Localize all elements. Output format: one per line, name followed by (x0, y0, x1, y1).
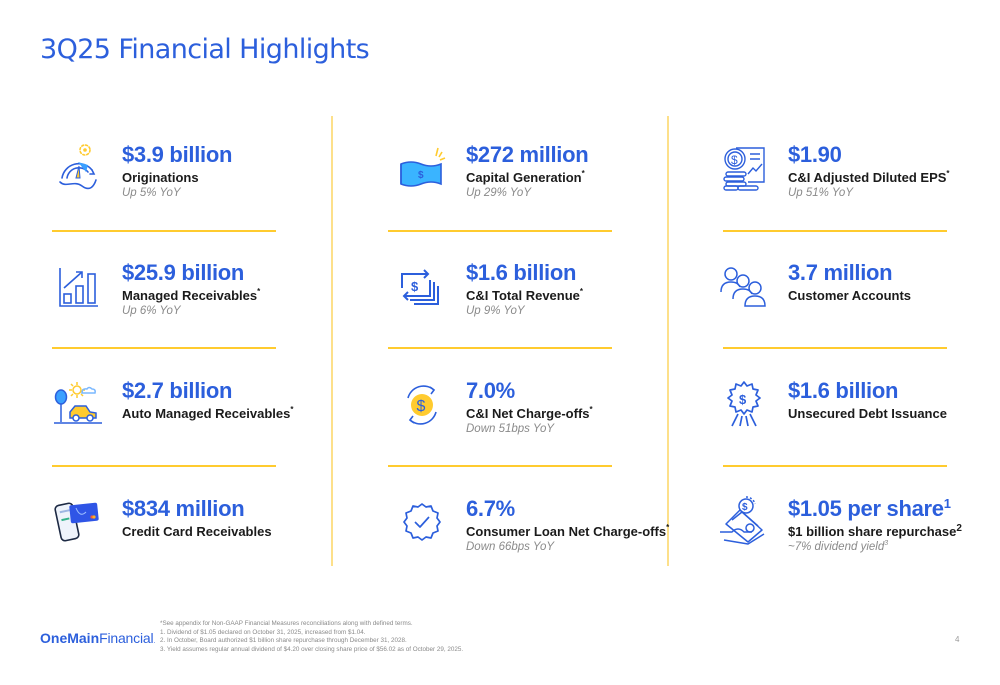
metric-dividend-per-share: $ $1.05 per share1 $1 billion share repu… (718, 496, 1000, 576)
row-separator (52, 465, 276, 467)
money-exchange-icon: $ (396, 260, 448, 312)
metric-value: $1.6 billion (466, 260, 577, 285)
metric-capital-generation: $ $272 million Capital Generation* Up 29… (396, 142, 716, 222)
bar-chart-growth-icon (52, 260, 104, 312)
footnotes: *See appendix for Non-GAAP Financial Mea… (160, 620, 463, 654)
row-separator (723, 230, 947, 232)
metric-label: Originations (122, 170, 199, 185)
svg-text:$: $ (742, 502, 748, 513)
metric-value: $834 million (122, 496, 245, 521)
coins-report-icon: $ (718, 142, 770, 194)
metric-change: Up 51% YoY (788, 187, 854, 199)
svg-text:$: $ (731, 153, 738, 167)
metric-value: $1.6 billion (788, 378, 899, 403)
svg-text:$: $ (417, 398, 426, 415)
metric-ci-net-charge-offs: $ 7.0% C&I Net Charge-offs* Down 51bps Y… (396, 378, 716, 458)
metric-value: $25.9 billion (122, 260, 245, 285)
row-separator (388, 465, 612, 467)
metric-label: $1 billion share repurchase2 (788, 523, 962, 540)
metric-credit-card-receivables: $834 million Credit Card Receivables (52, 496, 372, 576)
metric-value: $3.9 billion (122, 142, 233, 167)
column-divider (667, 116, 669, 566)
hand-money-icon: $ (718, 496, 770, 548)
row-separator (388, 347, 612, 349)
metric-value: 6.7% (466, 496, 515, 521)
svg-text:$: $ (411, 279, 419, 294)
credit-card-phone-icon (52, 496, 104, 548)
metric-change: Up 9% YoY (466, 305, 525, 317)
dollar-cycle-icon: $ (396, 378, 448, 430)
metric-total-revenue: $ $1.6 billion C&I Total Revenue* Up 9% … (396, 260, 716, 340)
metric-value: $1.05 per share1 (788, 496, 951, 521)
metric-customer-accounts: 3.7 million Customer Accounts (718, 260, 1000, 340)
metric-label: Customer Accounts (788, 288, 912, 303)
metric-label: Managed Receivables* (122, 287, 261, 304)
metric-managed-receivables: $25.9 billion Managed Receivables* Up 6%… (52, 260, 372, 340)
column-divider (331, 116, 333, 566)
banknote-icon: $ (396, 142, 448, 194)
logo-wordmark-light: Financial (99, 630, 154, 646)
metric-unsecured-debt-issuance: $ $1.6 billion Unsecured Debt Issuance (718, 378, 1000, 458)
page-number: 4 (955, 635, 960, 644)
metric-value: $272 million (466, 142, 589, 167)
metric-consumer-loan-net-charge-offs: 6.7% Consumer Loan Net Charge-offs* Down… (396, 496, 716, 576)
metric-label: C&I Adjusted Diluted EPS* (788, 169, 950, 186)
row-separator (52, 347, 276, 349)
logo-mark: . (153, 638, 156, 645)
metric-change: ~7% dividend yield3 (788, 540, 889, 553)
metric-change: Down 51bps YoY (466, 423, 555, 435)
metric-adjusted-diluted-eps: $ $1.90 C&I Adjusted Diluted EPS* Up 51%… (718, 142, 1000, 222)
metric-value: $1.90 (788, 142, 842, 167)
metric-label: Consumer Loan Net Charge-offs* (466, 523, 670, 540)
row-separator (723, 347, 947, 349)
check-badge-icon (396, 496, 448, 548)
dollar-award-icon: $ (718, 378, 770, 430)
metric-label: C&I Net Charge-offs* (466, 405, 593, 422)
logo-wordmark-bold: OneMain (40, 630, 100, 646)
row-separator (388, 230, 612, 232)
metric-label: Unsecured Debt Issuance (788, 406, 947, 421)
footnote: 3. Yield assumes regular annual dividend… (160, 645, 464, 653)
row-separator (52, 230, 276, 232)
metric-value: 3.7 million (788, 260, 893, 285)
svg-text:$: $ (418, 170, 424, 181)
metric-label: Auto Managed Receivables* (122, 405, 294, 422)
metric-change: Up 29% YoY (466, 187, 532, 199)
metric-auto-managed-receivables: $2.7 billion Auto Managed Receivables* (52, 378, 372, 458)
metric-value: 7.0% (466, 378, 515, 403)
metric-change: Up 6% YoY (122, 305, 181, 317)
metric-value: $2.7 billion (122, 378, 233, 403)
speedometer-icon (52, 142, 104, 194)
metric-change: Down 66bps YoY (466, 541, 555, 553)
car-tree-sun-icon (52, 378, 104, 430)
row-separator (723, 465, 947, 467)
metric-originations: $3.9 billion Originations Up 5% YoY (52, 142, 372, 222)
metric-change: Up 5% YoY (122, 187, 181, 199)
footnote: *See appendix for Non-GAAP Financial Mea… (160, 620, 413, 627)
people-group-icon (718, 260, 770, 312)
page-title: 3Q25 Financial Highlights (40, 34, 370, 65)
metric-label: Credit Card Receivables (122, 524, 272, 539)
company-logo: OneMainFinancial. (40, 630, 155, 646)
metric-label: Capital Generation* (466, 169, 585, 186)
metric-label: C&I Total Revenue* (466, 287, 584, 304)
footnote: 2. In October, Board authorized $1 billi… (160, 637, 407, 645)
footnote: 1. Dividend of $1.05 declared on October… (160, 628, 366, 636)
svg-text:$: $ (739, 392, 747, 407)
